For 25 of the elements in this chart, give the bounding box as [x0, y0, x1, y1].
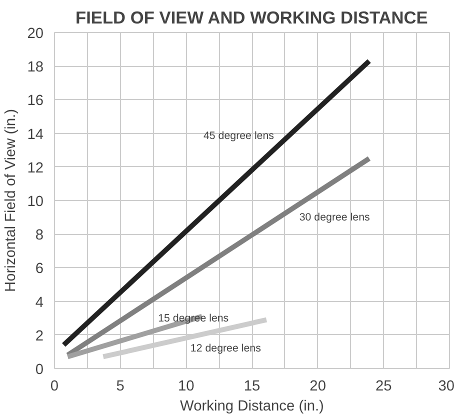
y-tick-label: 20 [27, 26, 44, 42]
y-tick-label: 4 [35, 294, 44, 311]
x-tick-label: 10 [178, 378, 194, 394]
x-tick-label: 0 [50, 378, 59, 394]
series-label: 30 degree lens [299, 212, 370, 224]
x-tick-label: 5 [116, 378, 124, 394]
y-axis-title: Horizontal Field of View (in.) [3, 108, 20, 292]
series-label: 45 degree lens [203, 130, 274, 142]
x-axis-title: Working Distance (in.) [180, 398, 324, 414]
y-tick-label: 6 [35, 261, 44, 278]
y-tick-label: 14 [27, 126, 44, 143]
y-tick-label: 2 [35, 328, 44, 344]
y-tick-label: 16 [27, 93, 44, 110]
series-label: 12 degree lens [190, 342, 261, 354]
y-tick-label: 10 [27, 194, 44, 210]
x-tick-label: 15 [244, 378, 260, 394]
series-label: 15 degree lens [158, 312, 229, 324]
x-tick-label: 30 [438, 378, 454, 394]
y-tick-label: 18 [27, 60, 44, 76]
y-tick-label: 12 [27, 160, 44, 176]
chart-title: FIELD OF VIEW AND WORKING DISTANCE [76, 8, 428, 28]
x-tick-label: 20 [310, 378, 326, 394]
y-tick-label: 8 [35, 228, 44, 244]
x-tick-label: 25 [376, 378, 392, 394]
y-tick-label: 0 [35, 362, 44, 378]
